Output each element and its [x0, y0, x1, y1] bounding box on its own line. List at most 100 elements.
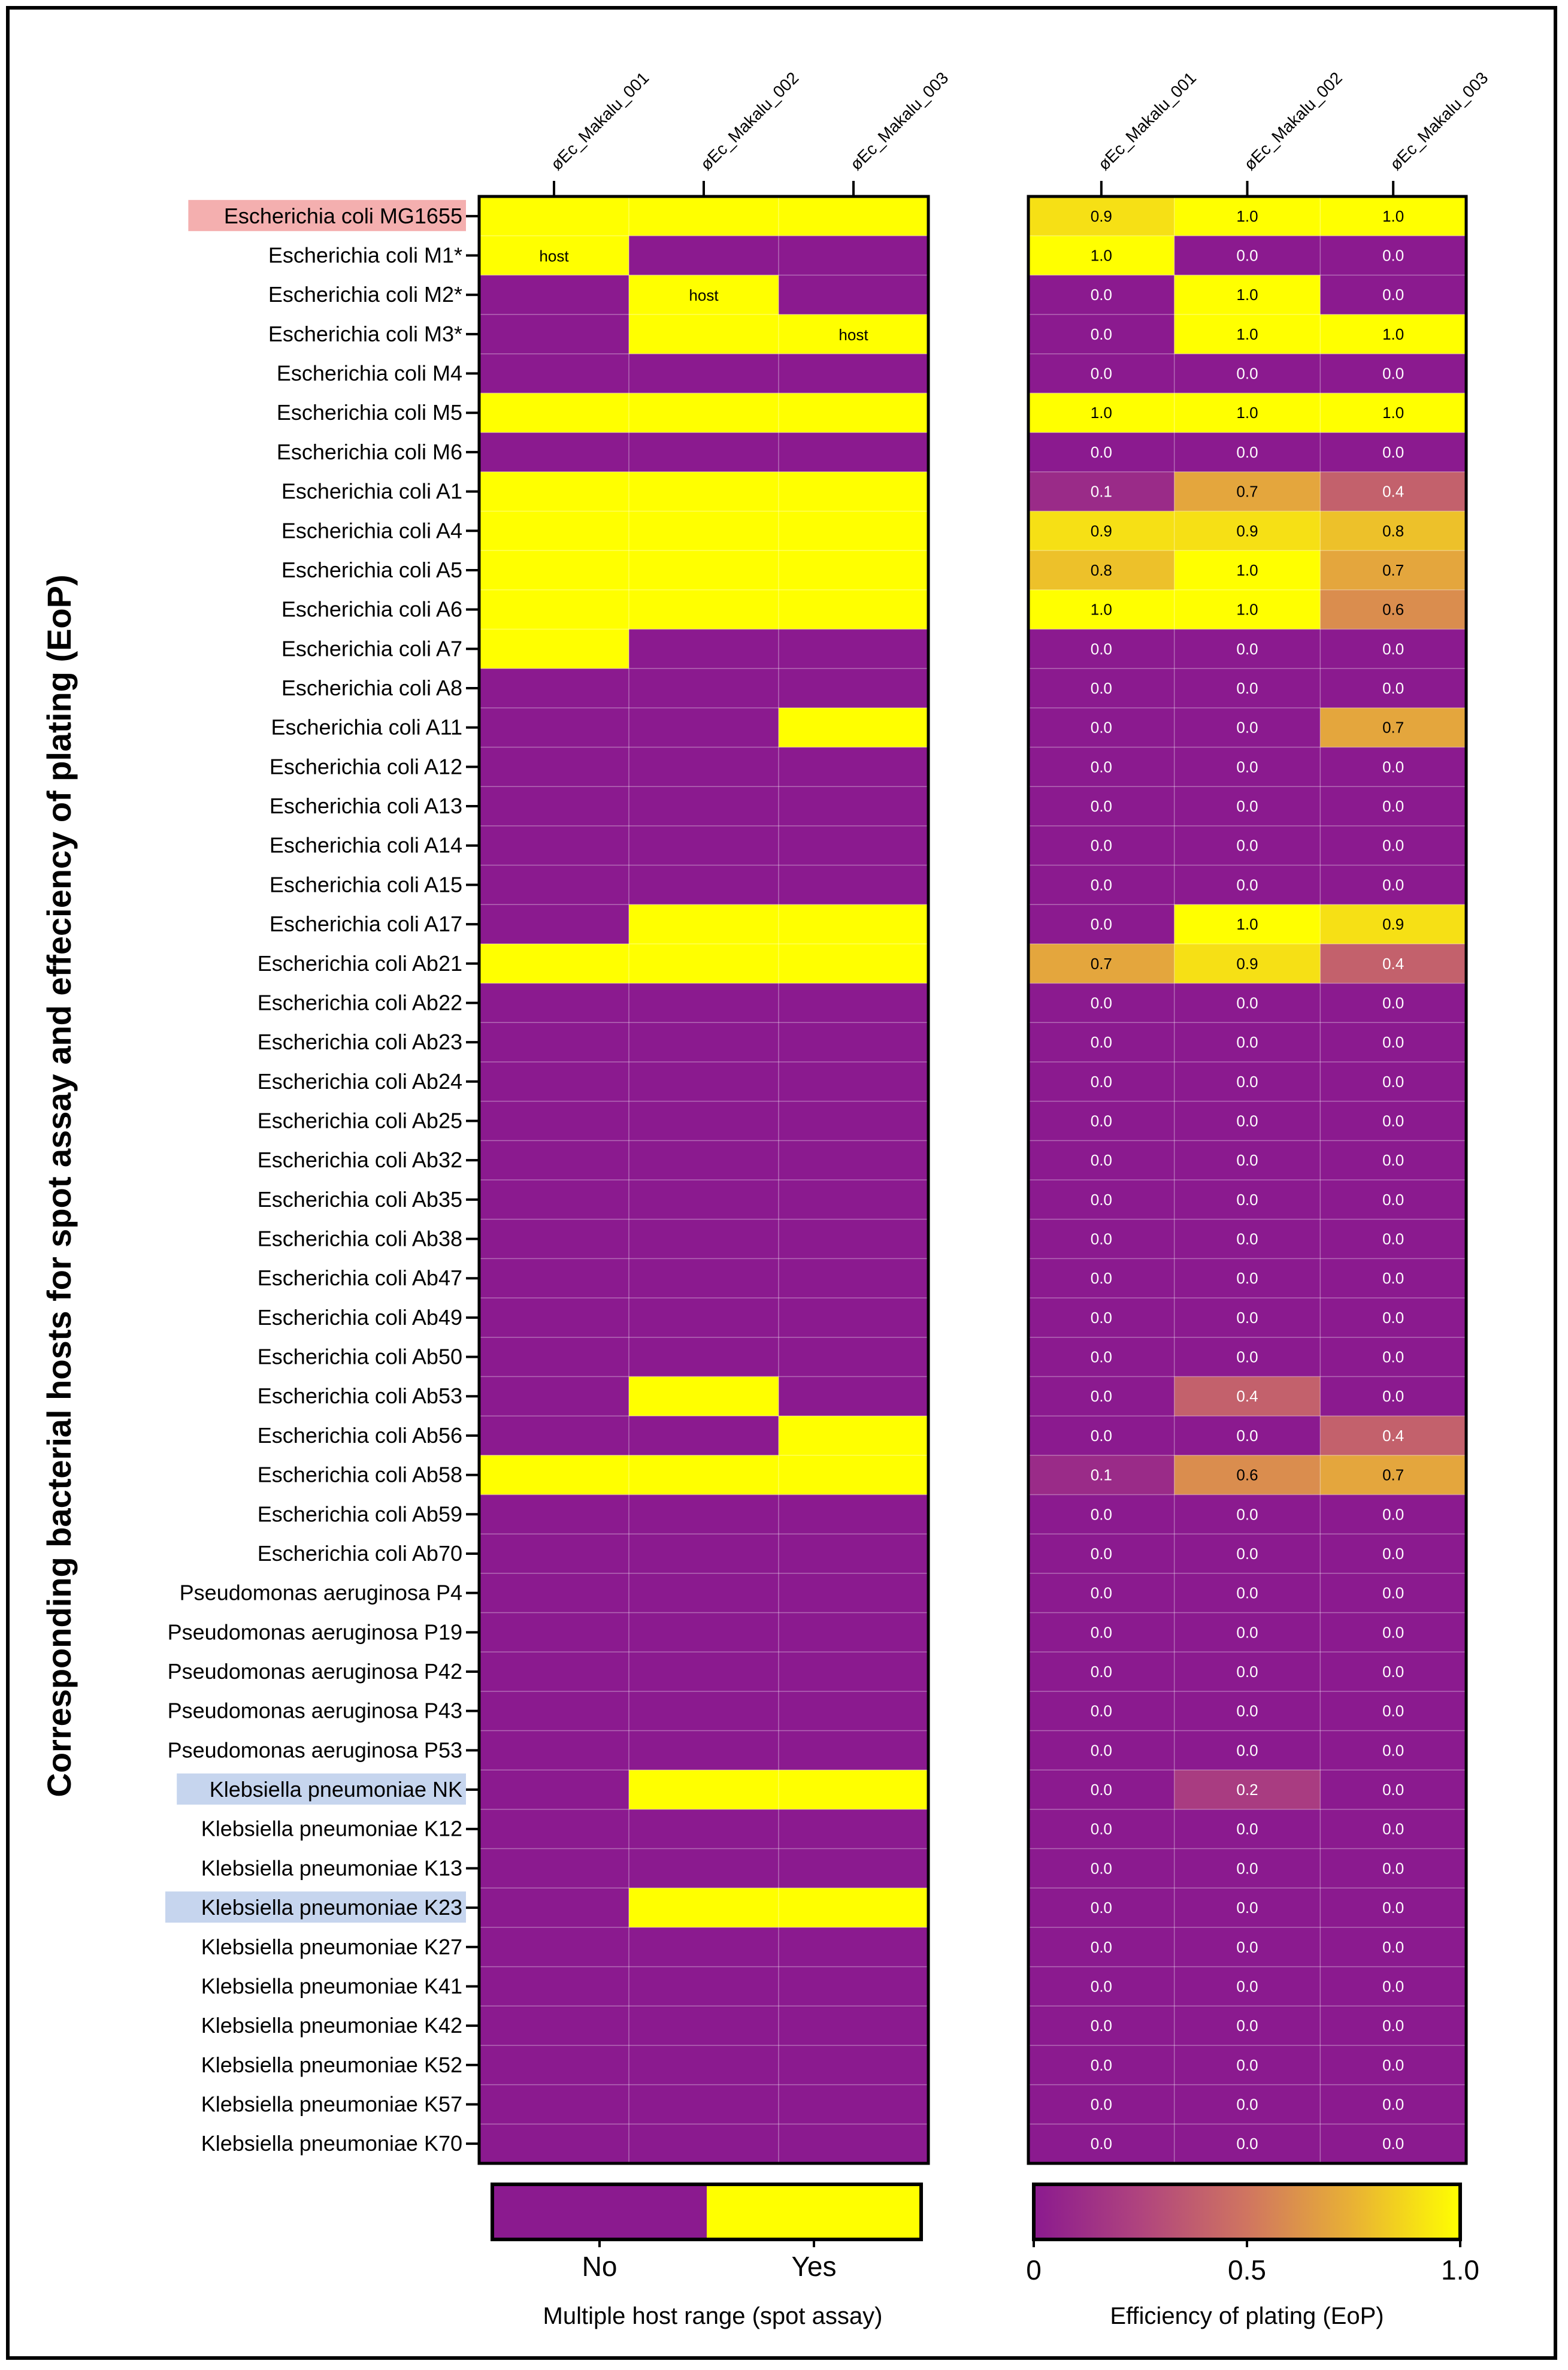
eop-cell-value: 0.0	[1091, 1033, 1112, 1051]
spot-cell	[479, 865, 629, 905]
eop-cell-value: 1.0	[1091, 601, 1112, 619]
eop-cell	[1028, 2084, 1175, 2124]
eop-cell	[1320, 1376, 1467, 1416]
eop-cell-value: 0.7	[1091, 955, 1112, 973]
eop-cell	[1320, 943, 1467, 984]
eop-cell-value: 0.0	[1091, 640, 1112, 658]
eop-cell	[1174, 1337, 1321, 1377]
row-label: Escherichia coli Ab25	[258, 1108, 462, 1133]
row-highlight	[165, 1891, 466, 1923]
eop-cell-value: 0.0	[1091, 1112, 1112, 1130]
eop-cell	[1174, 353, 1321, 394]
spot-cell	[629, 2045, 779, 2086]
row-label: Escherichia coli A6	[281, 597, 462, 622]
eop-cell	[1028, 1298, 1175, 1338]
spot-cell	[479, 471, 629, 512]
legend-yes-swatch	[707, 2184, 921, 2239]
spot-cell	[479, 1573, 629, 1614]
spot-cell	[479, 1927, 629, 1968]
row-label: Escherichia coli MG1655	[224, 204, 462, 228]
eop-cell	[1174, 1888, 1321, 1928]
host-annotation: host	[539, 247, 569, 265]
spot-cell	[479, 1258, 629, 1298]
spot-cell	[779, 2006, 929, 2046]
spot-cell	[629, 786, 779, 827]
eop-cell	[1320, 1101, 1467, 1141]
row-label: Klebsiella pneumoniae K13	[201, 1856, 462, 1880]
spot-cell	[779, 707, 929, 748]
spot-cell	[629, 1258, 779, 1298]
eop-cell-value: 0.0	[1382, 247, 1404, 265]
eop-cell	[1320, 1416, 1467, 1456]
eop-cell	[1028, 550, 1175, 591]
row-label: Klebsiella pneumoniae K57	[201, 2091, 462, 2116]
eop-cell-value: 0.0	[1236, 1820, 1258, 1838]
row-label: Pseudomonas aeruginosa P19	[168, 1620, 462, 1644]
row-label: Escherichia coli Ab32	[258, 1148, 462, 1172]
eop-cell	[1174, 629, 1321, 669]
eop-cell-value: 0.0	[1091, 2056, 1112, 2074]
eop-cell-value: 1.0	[1236, 915, 1258, 933]
eop-cell-value: 0.0	[1236, 1859, 1258, 1877]
eop-cell	[1028, 1809, 1175, 1850]
eop-cell-value: 0.4	[1382, 955, 1404, 973]
row-label: Klebsiella pneumoniae K12	[201, 1817, 462, 1841]
spot-cell	[629, 904, 779, 945]
eop-cell-value: 0.0	[1382, 286, 1404, 304]
spot-cell	[479, 1337, 629, 1377]
spot-cell	[629, 471, 779, 512]
eop-cell-value: 0.0	[1382, 1584, 1404, 1602]
eop-cell	[1320, 432, 1467, 473]
host-annotation: host	[839, 326, 868, 344]
eop-cell	[1320, 629, 1467, 669]
eop-cell	[1028, 1691, 1175, 1732]
eop-cell-value: 0.0	[1382, 1623, 1404, 1641]
eop-cell	[1174, 314, 1321, 355]
eop-cell-value: 0.0	[1236, 1584, 1258, 1602]
eop-cell	[1320, 1927, 1467, 1968]
eop-cell	[1028, 1730, 1175, 1770]
eop-cell-value: 0.0	[1091, 1623, 1112, 1641]
eop-cell	[1174, 1966, 1321, 2006]
row-label: Escherichia coli A17	[270, 912, 462, 936]
row-label: Escherichia coli Ab59	[258, 1502, 462, 1526]
spot-cell	[629, 2084, 779, 2124]
row-label: Escherichia coli A12	[270, 754, 462, 779]
eop-cell	[1320, 786, 1467, 827]
spot-cell	[629, 1730, 779, 1770]
eop-cell-value: 0.0	[1236, 365, 1258, 383]
spot-cell	[479, 2006, 629, 2046]
eop-cell-value: 0.1	[1091, 1466, 1112, 1484]
eop-cell	[1028, 1966, 1175, 2006]
eop-cell	[1320, 1219, 1467, 1259]
eop-cell-value: 0.0	[1382, 1073, 1404, 1091]
spot-cell	[479, 314, 629, 355]
eop-cell	[1028, 904, 1175, 945]
eop-cell-value: 0.0	[1236, 758, 1258, 776]
spot-cell	[629, 943, 779, 984]
row-label: Escherichia coli Ab22	[258, 990, 462, 1015]
eop-heatmap: 0.9 1.0 1.0 1.0 0.0 0.0 0.0 1.0 0.0 0.0 1.0 1.0 0.0 0…	[1027, 195, 1468, 2165]
eop-cell-value: 0.0	[1091, 443, 1112, 461]
spot-cell	[779, 1848, 929, 1888]
spot-cell	[479, 1848, 629, 1888]
spot-cell	[779, 511, 929, 551]
eop-cell-value: 0.0	[1382, 679, 1404, 697]
eop-cell-value: 0.0	[1091, 325, 1112, 343]
eop-cell	[1174, 1022, 1321, 1063]
eop-cell	[1174, 393, 1321, 433]
column-label: øEc_Makalu_002	[1240, 68, 1346, 174]
spot-cell	[629, 589, 779, 630]
eop-cell	[1320, 1022, 1467, 1063]
spot-cell	[779, 589, 929, 630]
eop-cell-value: 0.0	[1091, 679, 1112, 697]
spot-cell	[629, 1337, 779, 1377]
spot-cell	[479, 1140, 629, 1181]
eop-cell-value: 0.0	[1382, 1269, 1404, 1287]
eop-cell-value: 0.7	[1382, 1466, 1404, 1484]
eop-cell	[1320, 904, 1467, 945]
eop-cell	[1028, 511, 1175, 551]
spot-cell	[629, 1652, 779, 1692]
spot-cell	[779, 432, 929, 473]
